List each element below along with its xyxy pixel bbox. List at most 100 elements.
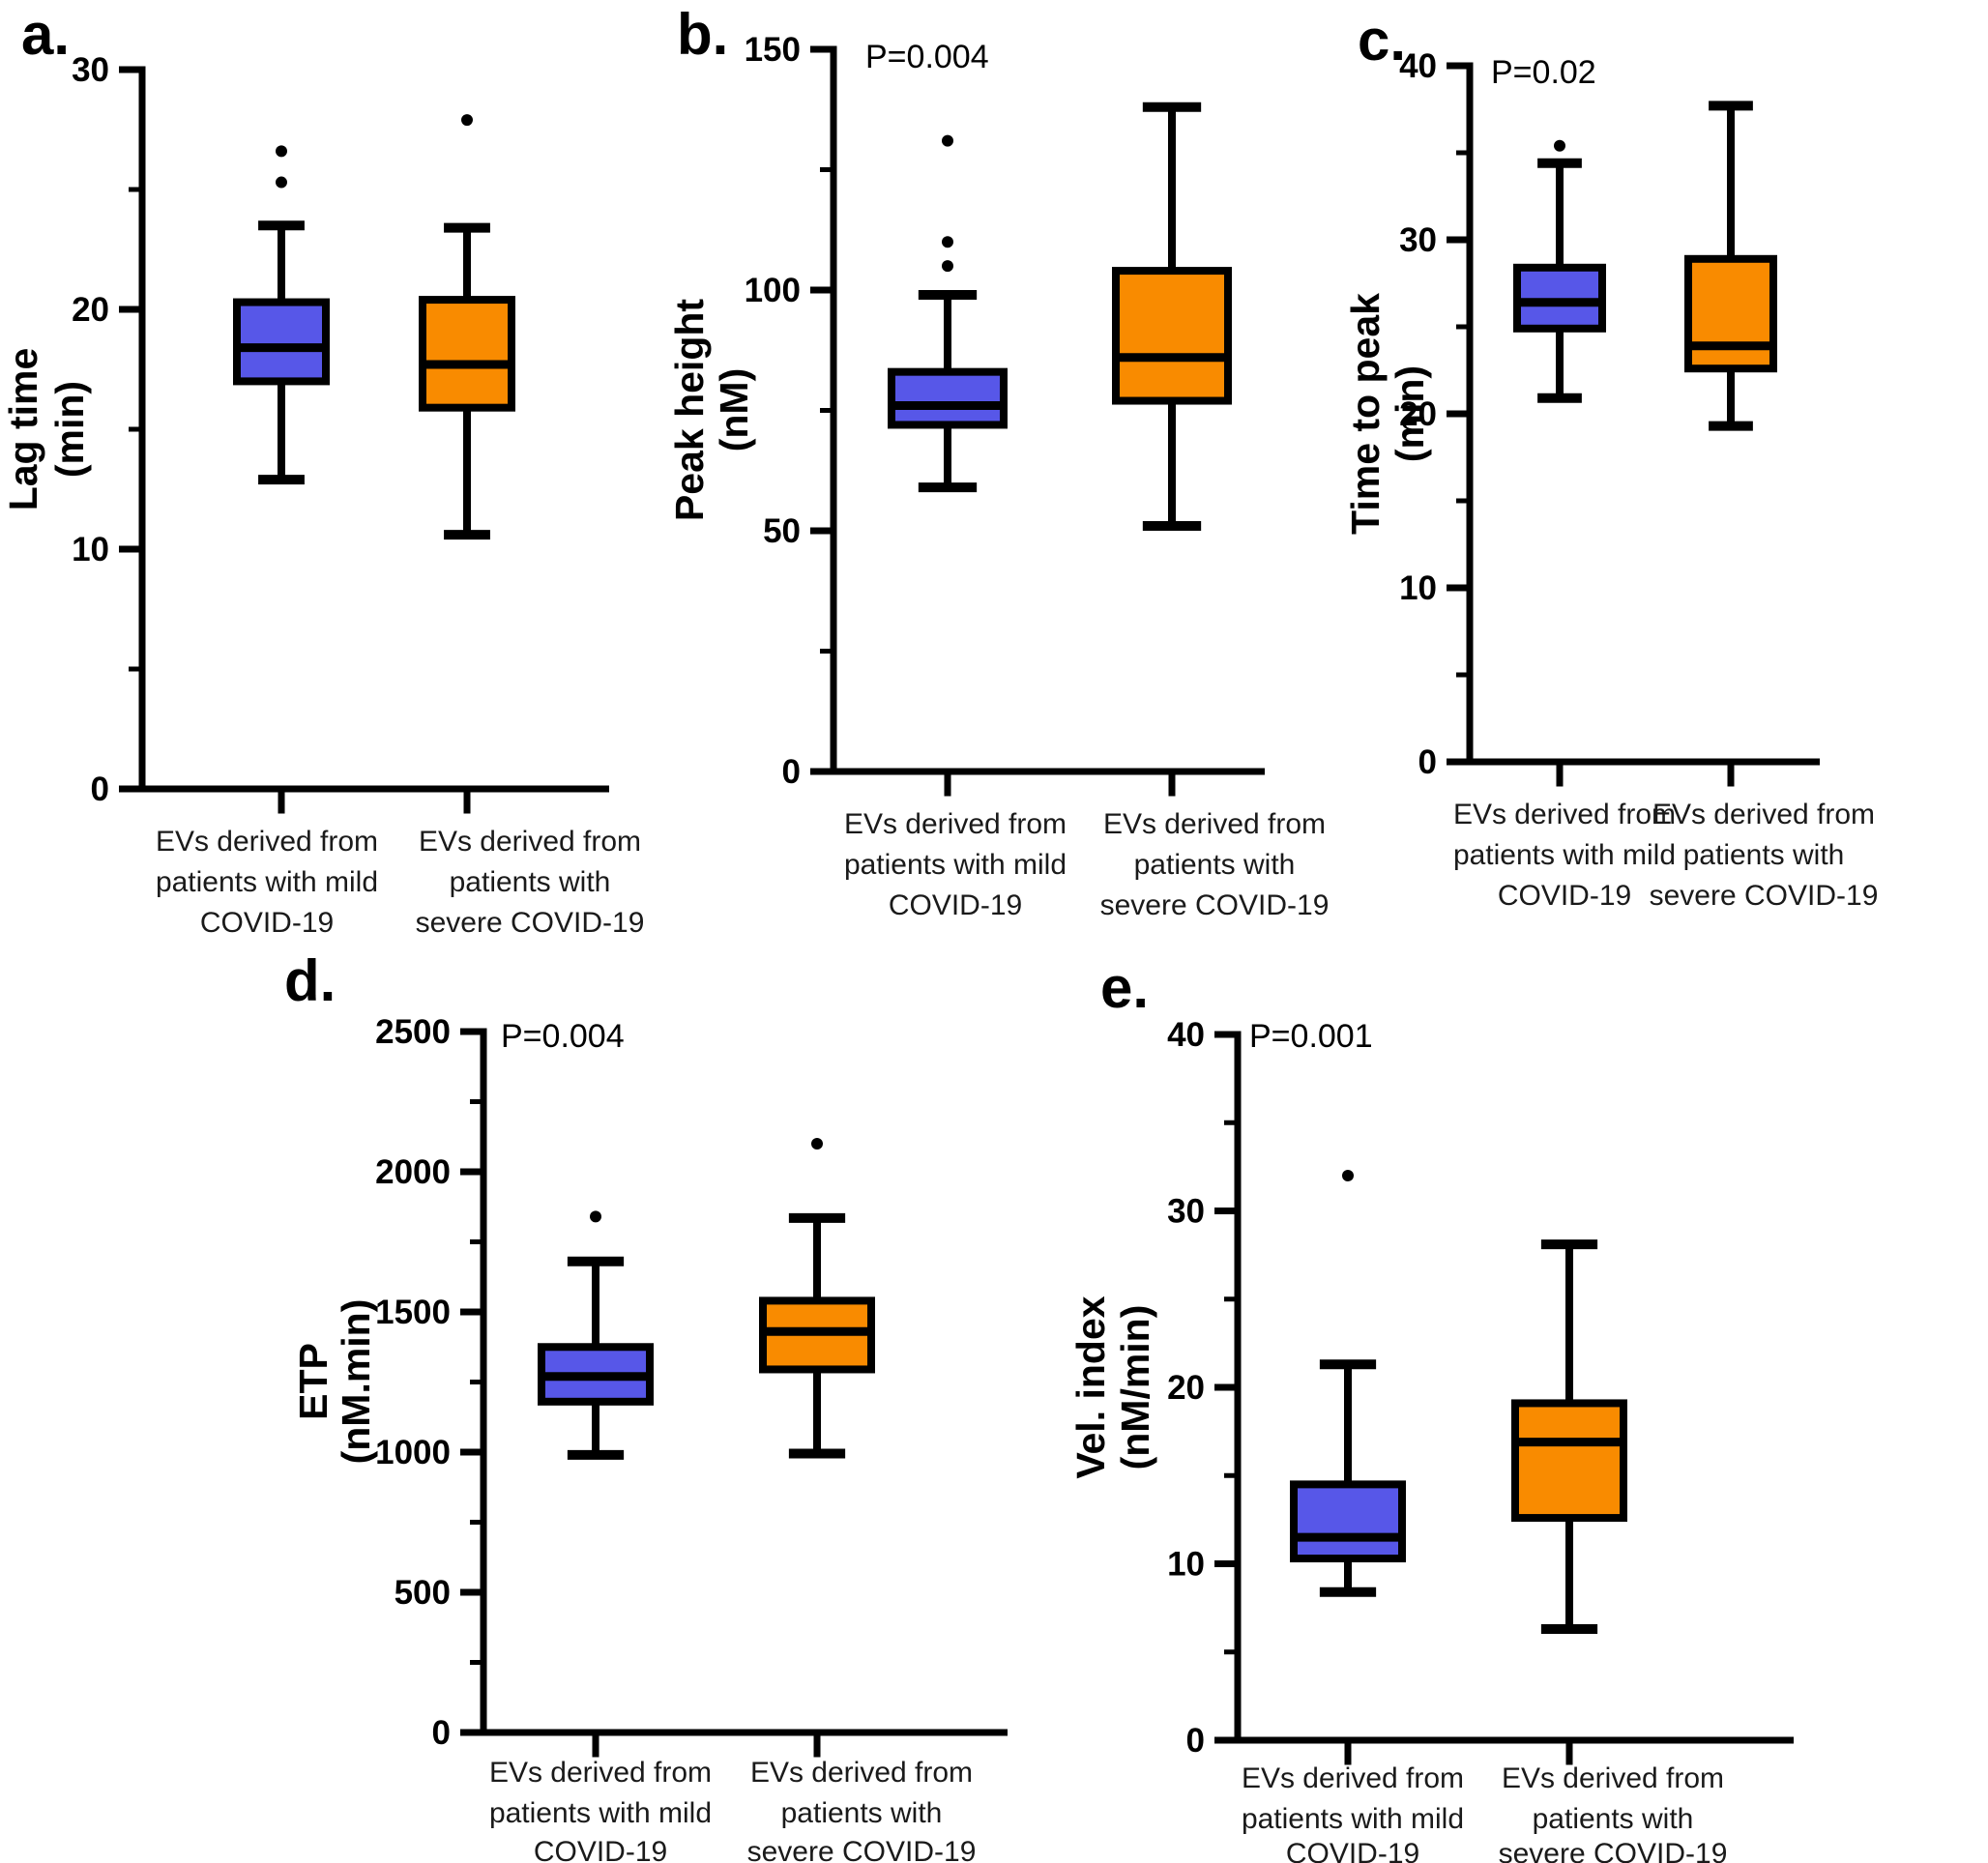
category-label-severe: patients with bbox=[1533, 1803, 1694, 1835]
outlier-point bbox=[942, 260, 953, 273]
category-label-severe: EVs derived from bbox=[1502, 1762, 1724, 1794]
iqr-box bbox=[1684, 254, 1777, 373]
panel-letter: d. bbox=[284, 952, 336, 1013]
category-label-mild: patients with mild bbox=[1242, 1803, 1464, 1835]
outlier-point bbox=[590, 1210, 601, 1223]
category-label-severe: severe COVID-19 bbox=[1499, 1838, 1728, 1863]
iqr-box bbox=[1290, 1480, 1406, 1563]
p-value-label: P=0.02 bbox=[1491, 54, 1596, 91]
box-plot-mild bbox=[1290, 1170, 1406, 1765]
category-label-severe: EVs derived from bbox=[750, 1757, 973, 1789]
panel-c: c. P=0.02 0 10 20 30 40 Time to peak (min) EVs de… bbox=[1344, 0, 1988, 976]
outlier-point bbox=[942, 134, 953, 147]
category-label-mild: patients with mild bbox=[844, 849, 1067, 881]
box-plot-severe bbox=[1511, 1239, 1627, 1765]
category-label-severe: EVs derived from bbox=[1652, 799, 1875, 830]
panel-b: b. P=0.004 0 50 100 150 Peak height (nM) EVs der… bbox=[667, 0, 1344, 976]
category-label-mild: COVID-19 bbox=[1498, 880, 1631, 912]
category-label-mild: patients with mild bbox=[489, 1797, 712, 1829]
y-axis-title-line: Vel. index bbox=[1068, 1295, 1113, 1478]
y-tick-label: 2500 bbox=[375, 1013, 451, 1051]
category-label-mild: EVs derived from bbox=[1242, 1762, 1464, 1794]
box-plot-severe bbox=[1112, 102, 1232, 797]
category-label-mild: patients with mild bbox=[1453, 839, 1676, 871]
category-label-severe: severe COVID-19 bbox=[747, 1836, 977, 1863]
y-tick-label: 500 bbox=[395, 1574, 451, 1612]
y-tick-label: 0 bbox=[432, 1714, 451, 1752]
p-value-label: P=0.004 bbox=[501, 1018, 625, 1055]
panel-letter: b. bbox=[677, 2, 728, 67]
y-tick-label: 10 bbox=[1399, 569, 1437, 607]
category-label-mild: EVs derived from bbox=[1453, 799, 1676, 830]
y-tick-label: 20 bbox=[1167, 1369, 1205, 1407]
y-axis-title-line: (min) bbox=[47, 381, 92, 478]
p-value-label: P=0.004 bbox=[865, 39, 989, 75]
y-axis-title-line: (nM) bbox=[712, 368, 756, 452]
category-label-severe: patients with bbox=[1134, 849, 1296, 881]
iqr-box bbox=[1112, 267, 1232, 405]
outlier-point bbox=[1342, 1170, 1354, 1181]
panel-d-chart: d. P=0.004 0 500 1000 1500 2000 2500 ETP(nM.min)… bbox=[284, 952, 1008, 1863]
box-plot-severe bbox=[1684, 101, 1777, 787]
category-label-mild: COVID-19 bbox=[200, 907, 334, 939]
category-label-severe: patients with bbox=[781, 1797, 943, 1829]
y-tick-label: 20 bbox=[72, 291, 109, 329]
category-label-mild: COVID-19 bbox=[889, 889, 1022, 921]
outlier-point bbox=[276, 176, 287, 189]
iqr-box bbox=[419, 296, 515, 412]
box-plot-mild bbox=[1513, 139, 1606, 787]
y-tick-label: 100 bbox=[745, 272, 801, 309]
y-tick-label: 30 bbox=[1167, 1193, 1205, 1231]
box-plot-severe bbox=[759, 1138, 875, 1758]
category-label-severe: patients with bbox=[1683, 839, 1845, 871]
y-tick-label: 2000 bbox=[375, 1153, 451, 1191]
y-axis-title-line: (nM/min) bbox=[1113, 1305, 1157, 1470]
y-tick-label: 0 bbox=[1418, 743, 1437, 781]
y-tick-label: 40 bbox=[1167, 1016, 1205, 1054]
panel-letter: e. bbox=[1100, 955, 1149, 1020]
y-axis-title-line: Peak height bbox=[667, 299, 712, 521]
panel-letter: c. bbox=[1358, 8, 1406, 73]
y-axis-title-line: Time to peak bbox=[1344, 293, 1388, 535]
category-label-mild: EVs derived from bbox=[844, 808, 1067, 840]
y-tick-label: 150 bbox=[745, 31, 801, 69]
category-label-severe: EVs derived from bbox=[1103, 808, 1326, 840]
y-axis-title-line: (nM.min) bbox=[334, 1299, 378, 1465]
category-label-mild: patients with mild bbox=[156, 866, 378, 898]
category-label-severe: severe COVID-19 bbox=[1100, 889, 1330, 921]
iqr-box bbox=[1511, 1399, 1627, 1523]
category-label-mild: COVID-19 bbox=[1286, 1838, 1419, 1863]
y-tick-label: 1000 bbox=[375, 1434, 451, 1471]
outlier-point bbox=[811, 1138, 823, 1150]
outlier-point bbox=[942, 236, 953, 248]
box-plot-mild bbox=[538, 1210, 654, 1758]
panel-d: d. P=0.004 0 500 1000 1500 2000 2500 ETP (nM.min)… bbox=[271, 952, 1054, 1863]
y-tick-label: 0 bbox=[782, 753, 801, 791]
category-label-severe: EVs derived from bbox=[419, 826, 641, 858]
category-label-severe: severe COVID-19 bbox=[416, 907, 645, 939]
box-plot-mild bbox=[233, 145, 330, 814]
panel-e: e. P=0.001 0 10 20 30 40 Vel. index (nM/min) EVs … bbox=[1064, 952, 1837, 1863]
category-label-severe: patients with bbox=[450, 866, 611, 898]
box-plot-severe bbox=[419, 114, 515, 814]
y-tick-label: 10 bbox=[1167, 1546, 1205, 1584]
panel-e-chart: e. P=0.001 0 10 20 30 40 Vel. index (nM/min) EVs … bbox=[1068, 955, 1794, 1863]
y-tick-label: 0 bbox=[1186, 1722, 1205, 1760]
panel-letter: a. bbox=[21, 2, 70, 67]
y-tick-label: 30 bbox=[72, 51, 109, 89]
panel-b-chart: b. P=0.004 0 50 100 150 Peak height (nM) EVs der… bbox=[667, 2, 1330, 921]
iqr-box bbox=[233, 298, 330, 386]
y-tick-label: 10 bbox=[72, 531, 109, 568]
iqr-box bbox=[888, 367, 1008, 429]
y-tick-label: 1500 bbox=[375, 1294, 451, 1331]
y-tick-label: 40 bbox=[1399, 47, 1437, 85]
panel-a-chart: a. 0 10 20 30 Lag time (min) EVs derived from pa… bbox=[1, 2, 645, 939]
category-label-mild: EVs derived from bbox=[489, 1757, 712, 1789]
y-tick-label: 50 bbox=[763, 512, 801, 550]
y-axis-title-line: Lag time bbox=[1, 348, 45, 511]
panel-a: a. 0 10 20 30 Lag time (min) EVs derived from pa… bbox=[0, 0, 667, 976]
y-axis-title-line: (min) bbox=[1388, 365, 1432, 462]
category-label-severe: severe COVID-19 bbox=[1650, 880, 1879, 912]
p-value-label: P=0.001 bbox=[1249, 1018, 1373, 1055]
